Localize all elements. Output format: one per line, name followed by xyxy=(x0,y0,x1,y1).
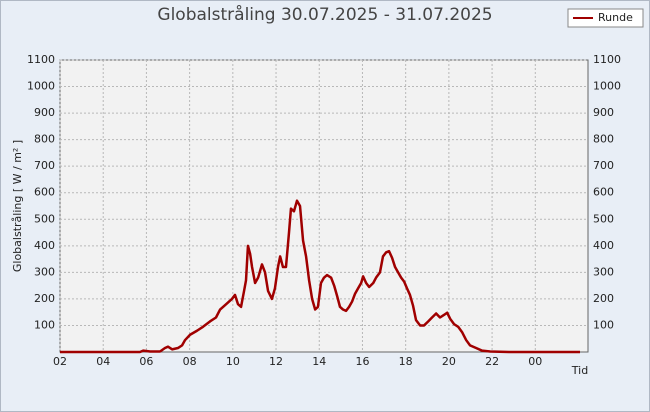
y-tick-label-right: 1100 xyxy=(593,53,621,66)
y-tick-label: 800 xyxy=(34,133,55,146)
x-tick-label: 16 xyxy=(355,355,369,368)
chart-title: Globalstråling 30.07.2025 - 31.07.2025 xyxy=(157,4,492,25)
y-axis-label: Globalstråling [ W / m² ] xyxy=(11,140,24,272)
plot-area xyxy=(59,59,589,353)
y-tick-label-right: 200 xyxy=(593,292,614,305)
y-tick-label-right: 600 xyxy=(593,186,614,199)
y-tick-label: 100 xyxy=(34,318,55,331)
y-tick-label: 600 xyxy=(34,186,55,199)
y-tick-label-right: 900 xyxy=(593,106,614,119)
legend-label: Runde xyxy=(598,11,633,24)
y-tick-label: 300 xyxy=(34,265,55,278)
x-tick-label: 04 xyxy=(96,355,110,368)
x-tick-label: 02 xyxy=(53,355,67,368)
x-tick-label: 06 xyxy=(139,355,153,368)
x-tick-label: 18 xyxy=(399,355,413,368)
y-tick-label-right: 1000 xyxy=(593,80,621,93)
x-tick-label: 00 xyxy=(528,355,542,368)
y-tick-label: 1000 xyxy=(27,80,55,93)
y-tick-label-right: 400 xyxy=(593,239,614,252)
y-tick-label-right: 300 xyxy=(593,265,614,278)
legend-box xyxy=(567,8,644,28)
y-tick-label: 900 xyxy=(34,106,55,119)
x-tick-label: 22 xyxy=(485,355,499,368)
x-tick-label: 12 xyxy=(269,355,283,368)
y-tick-label: 500 xyxy=(34,212,55,225)
y-tick-label: 1100 xyxy=(27,53,55,66)
x-tick-label: 10 xyxy=(226,355,240,368)
y-tick-label-right: 100 xyxy=(593,318,614,331)
y-tick-label: 700 xyxy=(34,159,55,172)
y-tick-label: 400 xyxy=(34,239,55,252)
data-line xyxy=(60,199,581,354)
y-tick-label: 200 xyxy=(34,292,55,305)
y-tick-label-right: 700 xyxy=(593,159,614,172)
x-tick-label: 14 xyxy=(312,355,326,368)
y-tick-label-right: 800 xyxy=(593,133,614,146)
x-tick-label: 08 xyxy=(183,355,197,368)
x-tick-label: 20 xyxy=(442,355,456,368)
y-tick-label-right: 500 xyxy=(593,212,614,225)
x-axis-label: Tid xyxy=(571,364,588,377)
